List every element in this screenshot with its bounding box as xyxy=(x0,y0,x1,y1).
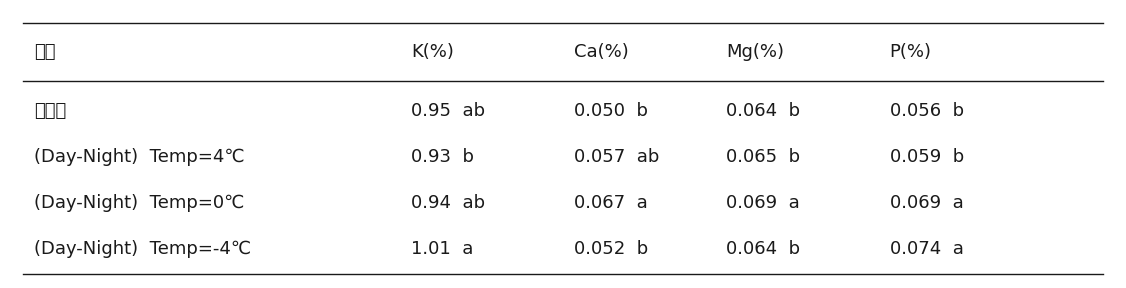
Text: 대조구: 대조구 xyxy=(34,102,66,120)
Text: 처리: 처리 xyxy=(34,43,55,61)
Text: K(%): K(%) xyxy=(411,43,454,61)
Text: 0.064  b: 0.064 b xyxy=(726,240,801,258)
Text: 0.067  a: 0.067 a xyxy=(574,194,647,212)
Text: 0.93  b: 0.93 b xyxy=(411,148,474,166)
Text: 0.94  ab: 0.94 ab xyxy=(411,194,485,212)
Text: 0.050  b: 0.050 b xyxy=(574,102,649,120)
Text: 0.074  a: 0.074 a xyxy=(890,240,964,258)
Text: 0.064  b: 0.064 b xyxy=(726,102,801,120)
Text: 0.065  b: 0.065 b xyxy=(726,148,801,166)
Text: 0.057  ab: 0.057 ab xyxy=(574,148,660,166)
Text: 0.069  a: 0.069 a xyxy=(726,194,799,212)
Text: 0.059  b: 0.059 b xyxy=(890,148,964,166)
Text: (Day-Night)  Temp=0℃: (Day-Night) Temp=0℃ xyxy=(34,194,244,212)
Text: 1.01  a: 1.01 a xyxy=(411,240,473,258)
Text: P(%): P(%) xyxy=(890,43,931,61)
Text: 0.95  ab: 0.95 ab xyxy=(411,102,485,120)
Text: 0.052  b: 0.052 b xyxy=(574,240,649,258)
Text: (Day-Night)  Temp=-4℃: (Day-Night) Temp=-4℃ xyxy=(34,240,251,258)
Text: Ca(%): Ca(%) xyxy=(574,43,629,61)
Text: 0.069  a: 0.069 a xyxy=(890,194,963,212)
Text: 0.056  b: 0.056 b xyxy=(890,102,964,120)
Text: (Day-Night)  Temp=4℃: (Day-Night) Temp=4℃ xyxy=(34,148,244,166)
Text: Mg(%): Mg(%) xyxy=(726,43,785,61)
